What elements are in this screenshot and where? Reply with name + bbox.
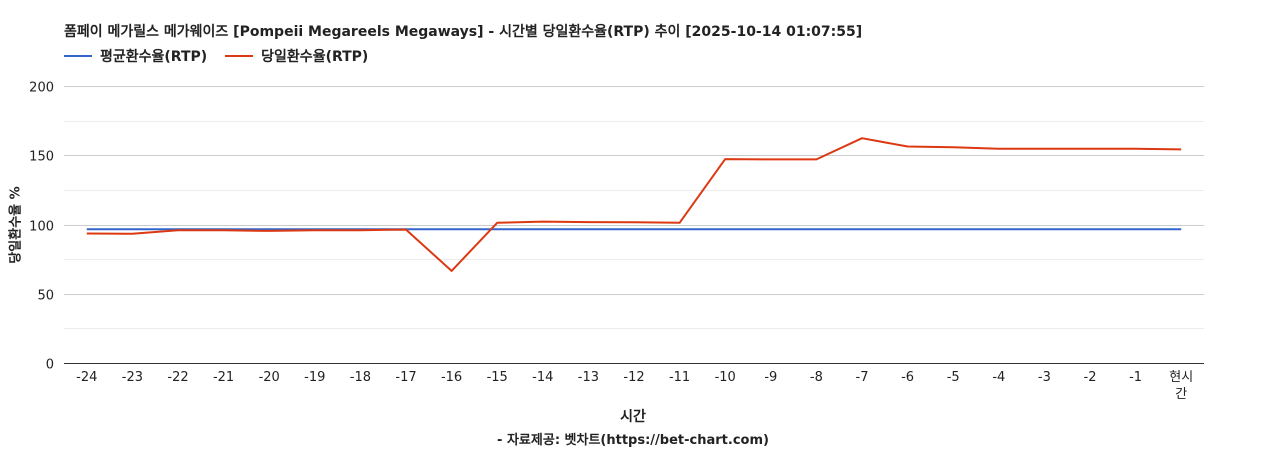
- y-tick-label: 100: [29, 220, 54, 235]
- x-tick-label: -18: [350, 370, 371, 385]
- x-tick-label: -7: [856, 370, 869, 385]
- x-tick-label: 현시 간: [1169, 370, 1193, 402]
- chart-title: 폼페이 메가릴스 메가웨이즈 [Pompeii Megareels Megawa…: [64, 24, 863, 40]
- x-tick-label: -24: [76, 370, 97, 385]
- legend-label-daily: 당일환수율(RTP): [261, 49, 369, 65]
- source-credit: - 자료제공: 벳차트(https://bet-chart.com): [497, 433, 769, 448]
- x-tick-label: -4: [992, 370, 1005, 385]
- legend-item-average[interactable]: 평균환수율(RTP): [64, 46, 207, 66]
- x-tick-label: -14: [532, 370, 553, 385]
- y-tick-label: 50: [37, 289, 54, 304]
- x-axis-label: 시간: [620, 409, 646, 425]
- y-tick-label: 200: [29, 81, 54, 96]
- x-tick-label: -10: [715, 370, 736, 385]
- x-tick-label: -22: [167, 370, 188, 385]
- x-tick-label: -15: [487, 370, 508, 385]
- x-tick-label: -5: [947, 370, 960, 385]
- x-tick-label: -1: [1129, 370, 1142, 385]
- legend-label-average: 평균환수율(RTP): [100, 49, 208, 65]
- x-tick-label: -17: [395, 370, 416, 385]
- legend-swatch-daily: [225, 55, 254, 57]
- legend-swatch-average: [64, 55, 92, 57]
- y-tick-label: 0: [46, 358, 54, 373]
- x-tick-label: -2: [1084, 370, 1097, 385]
- y-tick-label: 150: [29, 150, 54, 165]
- x-tick-label: -20: [259, 370, 280, 385]
- x-tick-label: -23: [122, 370, 143, 385]
- x-tick-label: -12: [623, 370, 644, 385]
- legend: 평균환수율(RTP) 당일환수율(RTP): [64, 46, 386, 66]
- x-tick-label: -21: [213, 370, 234, 385]
- x-tick-label: -13: [578, 370, 599, 385]
- legend-item-daily[interactable]: 당일환수율(RTP): [225, 46, 368, 66]
- x-tick-label: -3: [1038, 370, 1051, 385]
- x-tick-label: -11: [669, 370, 690, 385]
- x-tick-label: -8: [810, 370, 823, 385]
- x-tick-label: -19: [304, 370, 325, 385]
- series-line-daily: [86, 137, 1182, 272]
- x-tick-label: -6: [901, 370, 914, 385]
- x-tick-label: -16: [441, 370, 462, 385]
- x-tick-label: -9: [764, 370, 777, 385]
